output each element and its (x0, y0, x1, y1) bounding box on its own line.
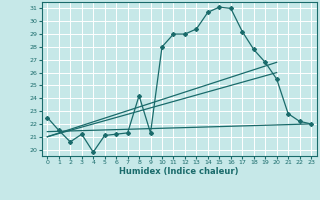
X-axis label: Humidex (Indice chaleur): Humidex (Indice chaleur) (119, 167, 239, 176)
